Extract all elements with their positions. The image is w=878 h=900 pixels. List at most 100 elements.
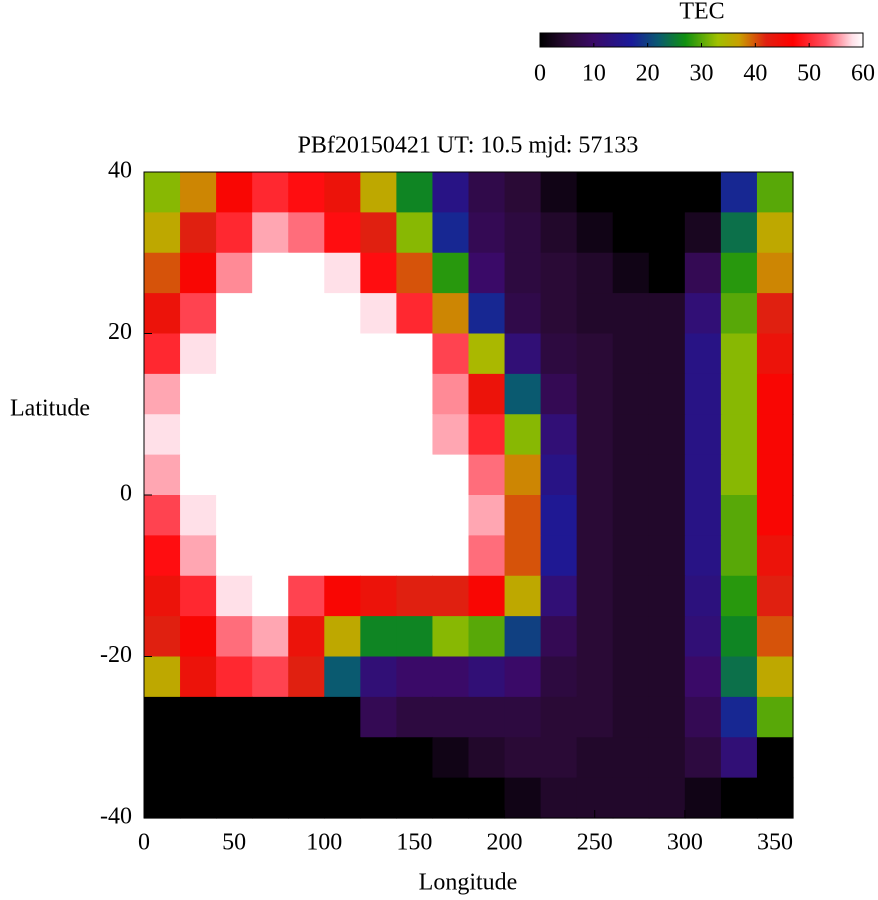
heatmap-cell: [468, 535, 506, 577]
x-tick-label: 100: [306, 830, 342, 856]
x-tick-label: 200: [487, 830, 523, 856]
heatmap-cell: [324, 373, 361, 415]
heatmap-cell: [684, 252, 722, 294]
heatmap-cell: [540, 252, 578, 294]
heatmap-cell: [684, 414, 722, 456]
y-tick-label: 40: [108, 158, 132, 184]
heatmap-cell: [504, 777, 542, 819]
heatmap-cell: [324, 495, 361, 536]
heatmap-cell: [288, 414, 325, 456]
heatmap-cell: [648, 454, 686, 496]
heatmap-cell: [252, 575, 289, 617]
heatmap-cell: [432, 293, 470, 335]
x-tick-label: 300: [667, 830, 703, 856]
heatmap-cell: [396, 414, 434, 456]
heatmap-cell: [720, 373, 758, 415]
heatmap-cell: [540, 575, 578, 617]
heatmap-cell: [720, 616, 758, 658]
heatmap-cell: [252, 777, 289, 819]
heatmap-cell: [576, 535, 614, 577]
heatmap-cell: [612, 696, 650, 738]
y-tick-label: -40: [100, 804, 132, 830]
x-tick-label: 50: [222, 830, 246, 856]
heatmap-cell: [180, 454, 217, 496]
heatmap-cell: [576, 333, 614, 375]
heatmap-cell: [216, 252, 253, 294]
heatmap-cell: [288, 737, 325, 779]
heatmap-cell: [468, 293, 506, 335]
colorbar-tick-label: 0: [534, 61, 546, 87]
heatmap-cell: [504, 333, 542, 375]
heatmap-cell: [360, 454, 397, 496]
heatmap-cell: [252, 172, 289, 213]
heatmap-cell: [504, 454, 542, 496]
heatmap-cell: [252, 616, 289, 658]
heatmap-cell: [396, 575, 434, 617]
heatmap-cell: [216, 373, 253, 415]
heatmap-cell: [540, 777, 578, 819]
heatmap-cell: [216, 414, 253, 456]
heatmap-cell: [756, 656, 794, 698]
heatmap-cell: [396, 293, 434, 335]
x-tick-label: 350: [757, 830, 793, 856]
heatmap-cell: [360, 212, 397, 254]
heatmap-cell: [144, 172, 181, 213]
heatmap-cell: [540, 333, 578, 375]
heatmap-cell: [360, 172, 397, 213]
heatmap-cell: [684, 454, 722, 496]
heatmap-cell: [504, 172, 542, 213]
heatmap-cell: [432, 495, 470, 536]
heatmap-cell: [288, 454, 325, 496]
heatmap-cell: [504, 535, 542, 577]
heatmap-cell: [252, 656, 289, 698]
heatmap-cell: [468, 373, 506, 415]
heatmap-cell: [144, 656, 181, 698]
colorbar-tick-label: 40: [743, 61, 767, 87]
y-axis-label: Latitude: [10, 396, 90, 422]
heatmap-cell: [720, 293, 758, 335]
colorbar-tick-label: 20: [636, 61, 660, 87]
heatmap-cell: [504, 737, 542, 779]
heatmap-cell: [324, 293, 361, 335]
x-tick-label: 0: [138, 830, 150, 856]
heatmap-cell: [216, 333, 253, 375]
heatmap-cell: [288, 696, 325, 738]
heatmap-cell: [144, 454, 181, 496]
heatmap-cell: [468, 696, 506, 738]
heatmap-cell: [648, 414, 686, 456]
heatmap-cell: [684, 172, 722, 213]
heatmap-cell: [612, 212, 650, 254]
heatmap-cell: [360, 373, 397, 415]
x-tick-label: 150: [396, 830, 432, 856]
heatmap-cell: [648, 777, 686, 819]
heatmap-cell: [576, 373, 614, 415]
colorbar-tick-label: 10: [582, 61, 606, 87]
heatmap-cell: [468, 616, 506, 658]
heatmap-cell: [540, 535, 578, 577]
heatmap-cell: [324, 212, 361, 254]
heatmap-cell: [432, 656, 470, 698]
heatmap-cell: [252, 454, 289, 496]
heatmap-cell: [216, 616, 253, 658]
heatmap-cell: [324, 696, 361, 738]
heatmap-cell: [180, 616, 217, 658]
heatmap-cell: [540, 172, 578, 213]
heatmap-cell: [288, 575, 325, 617]
heatmap-cell: [288, 535, 325, 577]
heatmap-cell: [144, 252, 181, 294]
heatmap-cell: [540, 656, 578, 698]
heatmap-cell: [720, 454, 758, 496]
heatmap-cell: [684, 212, 722, 254]
heatmap-cell: [684, 616, 722, 658]
heatmap-cell: [396, 333, 434, 375]
heatmap-cell: [540, 373, 578, 415]
heatmap-cell: [684, 535, 722, 577]
heatmap-cell: [648, 535, 686, 577]
heatmap-cell: [468, 172, 506, 213]
heatmap-cell: [684, 293, 722, 335]
heatmap-cell: [720, 777, 758, 819]
heatmap-cell: [756, 737, 794, 779]
y-tick-label: 20: [108, 319, 132, 345]
heatmap-cell: [648, 575, 686, 617]
